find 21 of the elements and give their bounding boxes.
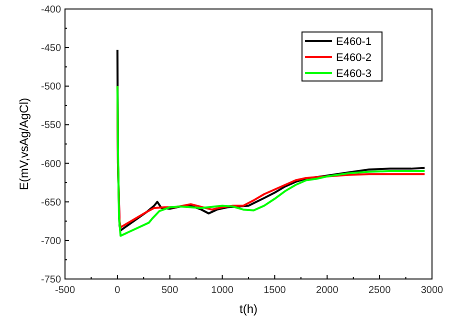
- y-tick-label: -750: [40, 274, 62, 286]
- y-tick-label: -700: [40, 236, 62, 247]
- y-axis-title: E(mV,vsAg/AgCl): [17, 98, 31, 190]
- legend-label: E460-2: [336, 52, 372, 64]
- legend-label: E460-3: [336, 68, 372, 80]
- x-tick-label: -500: [54, 285, 76, 296]
- legend-label: E460-1: [336, 36, 372, 48]
- x-tick-label: 2000: [316, 285, 339, 296]
- y-tick-label: -550: [40, 120, 62, 132]
- x-axis-title: t(h): [240, 302, 258, 316]
- y-tick-label: -450: [40, 43, 62, 54]
- y-tick-label: -650: [40, 197, 62, 208]
- x-tick-label: 1500: [264, 285, 286, 296]
- x-tick-label: 1000: [211, 285, 234, 296]
- y-tick-label: -600: [40, 158, 62, 170]
- y-tick-label: -500: [40, 82, 62, 93]
- x-tick-label: 3000: [420, 285, 444, 296]
- y-tick-label: -400: [40, 4, 62, 16]
- x-tick-label: 2500: [368, 285, 392, 296]
- x-tick-label: 0: [114, 285, 121, 296]
- x-tick-label: 500: [162, 285, 179, 296]
